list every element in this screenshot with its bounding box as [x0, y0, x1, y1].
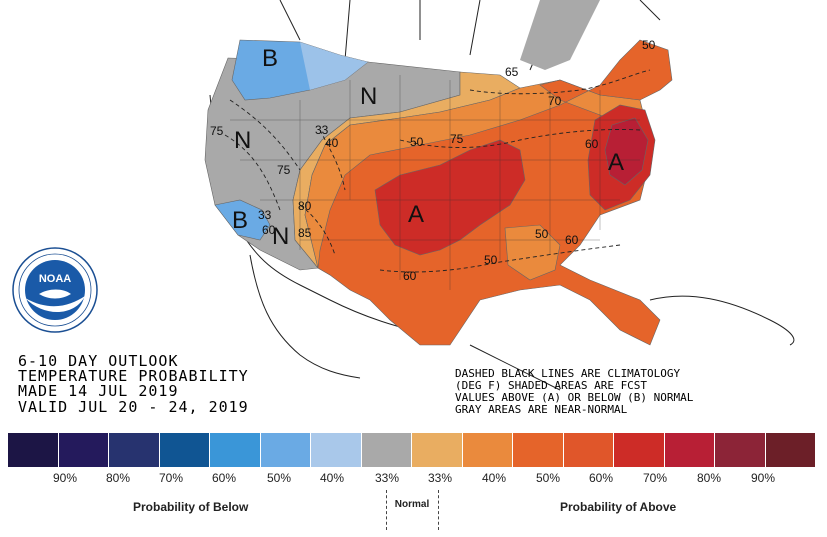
- probability-colorbar: [8, 433, 816, 467]
- above-tick-80: 80%: [696, 471, 722, 485]
- note-line-3: VALUES ABOVE (A) OR BELOW (B) NORMAL: [455, 391, 694, 404]
- coastline-lines: [209, 0, 795, 391]
- colorbar-cell: [311, 433, 362, 467]
- above-caption: Probability of Above: [560, 500, 677, 514]
- contour-label: 70: [548, 94, 562, 108]
- contour-label: 85: [298, 226, 312, 240]
- contour-label: 50: [642, 38, 656, 52]
- above-tick-90: 90%: [750, 471, 776, 485]
- region-letter-below-nw: B: [262, 45, 278, 72]
- below-tick-70: 70%: [158, 471, 184, 485]
- below-tick-80: 80%: [105, 471, 131, 485]
- noaa-logo: NOAA: [12, 247, 98, 333]
- region-letter-below-sw: B: [232, 207, 248, 234]
- contour-label: 33: [315, 123, 329, 137]
- colorbar-cell: [412, 433, 463, 467]
- title-line-1: 6-10 DAY OUTLOOK: [18, 352, 179, 370]
- region-letter-above-east: A: [608, 149, 624, 176]
- contour-label: 65: [505, 65, 519, 79]
- colorbar-cell: [664, 433, 715, 467]
- contour-label: 75: [277, 163, 291, 177]
- colorbar-cell: [715, 433, 766, 467]
- contour-label: 50: [535, 227, 549, 241]
- climatology-dashed-lines: [224, 69, 651, 273]
- title-line-4: VALID JUL 20 - 24, 2019: [18, 398, 249, 416]
- contour-label: 40: [325, 136, 339, 150]
- above-tick-70: 70%: [642, 471, 668, 485]
- title-block: 6-10 DAY OUTLOOK TEMPERATURE PROBABILITY…: [18, 352, 249, 416]
- below-tick-33: 33%: [374, 471, 400, 485]
- contour-label: 60: [262, 223, 276, 237]
- normal-divider-left: [386, 490, 387, 530]
- contour-label: 33: [258, 208, 272, 222]
- below-caption: Probability of Below: [133, 500, 249, 514]
- above-tick-50: 50%: [535, 471, 561, 485]
- region-letter-normal-north: N: [360, 83, 377, 110]
- above-50-region-gulf: [504, 224, 561, 281]
- below-tick-60: 60%: [211, 471, 237, 485]
- note-line-4: GRAY AREAS ARE NEAR-NORMAL: [455, 403, 628, 416]
- colorbar-cell: [563, 433, 614, 467]
- contour-label: 60: [565, 233, 579, 247]
- above-tick-33: 33%: [427, 471, 453, 485]
- title-line-2: TEMPERATURE PROBABILITY: [18, 367, 249, 385]
- normal-caption: Normal: [394, 499, 430, 510]
- contour-label: 50: [410, 135, 424, 149]
- contour-label: 75: [210, 124, 224, 138]
- above-tick-60: 60%: [588, 471, 614, 485]
- below-tick-90: 90%: [52, 471, 78, 485]
- state-borders: [230, 75, 640, 290]
- percent-tick-row: 90% 80% 70% 60% 50% 40% 33% 33% 40% 50% …: [0, 471, 827, 487]
- below-region-southwest: [214, 199, 271, 241]
- normal-divider-right: [438, 490, 439, 530]
- colorbar-cell: [765, 433, 816, 467]
- colorbar-cell: [361, 433, 412, 467]
- below-region-northwest-inner: [300, 42, 368, 90]
- colorbar-cell: [614, 433, 665, 467]
- contour-label: 75: [450, 132, 464, 146]
- region-letter-above-central: A: [408, 201, 424, 228]
- noaa-logo-text: NOAA: [39, 273, 71, 285]
- below-tick-40: 40%: [319, 471, 345, 485]
- note-line-2: (DEG F) SHADED AREAS ARE FCST: [455, 379, 647, 392]
- colorbar-cell: [513, 433, 564, 467]
- contour-label: 50: [484, 253, 498, 267]
- note-line-1: DASHED BLACK LINES ARE CLIMATOLOGY: [455, 367, 681, 380]
- colorbar-cell: [210, 433, 261, 467]
- colorbar-cell: [260, 433, 311, 467]
- contour-label: 80: [298, 199, 312, 213]
- region-letter-normal-west: N: [234, 127, 251, 154]
- above-tick-40: 40%: [481, 471, 507, 485]
- below-tick-50: 50%: [266, 471, 292, 485]
- colorbar-cell: [159, 433, 210, 467]
- title-line-3: MADE 14 JUL 2019: [18, 382, 179, 400]
- notes-block: DASHED BLACK LINES ARE CLIMATOLOGY (DEG …: [455, 367, 694, 416]
- colorbar-cell: [8, 433, 59, 467]
- colorbar-cell: [462, 433, 513, 467]
- colorbar-cell: [58, 433, 109, 467]
- contour-label: 60: [585, 137, 599, 151]
- normal-wedge-north: [520, 0, 600, 70]
- colorbar-cell: [109, 433, 160, 467]
- above-70-region: [604, 117, 649, 186]
- contour-label: 60: [403, 269, 417, 283]
- region-letter-normal-sw: N: [272, 223, 289, 250]
